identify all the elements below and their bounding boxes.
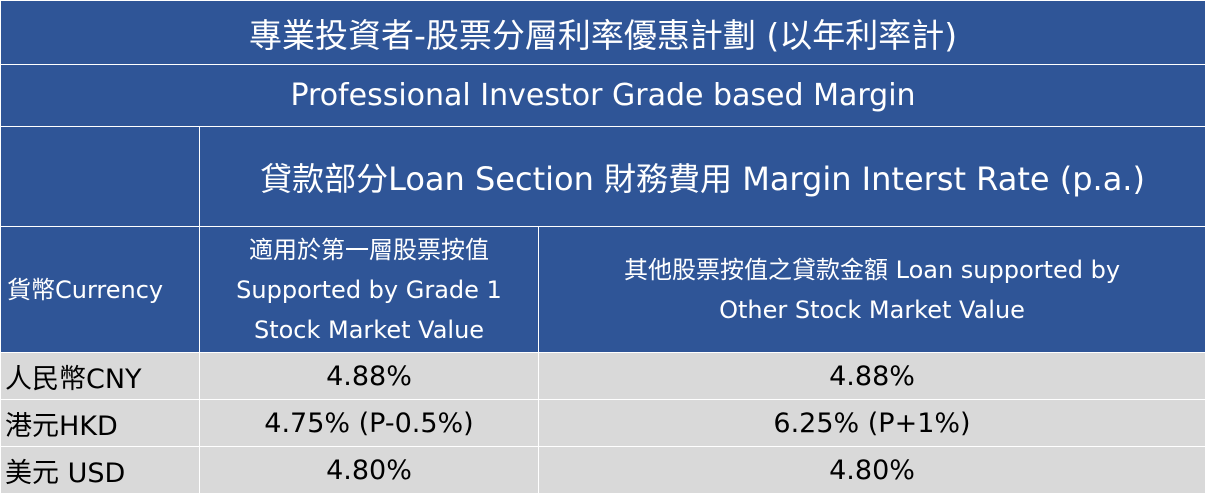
table-subtitle: Professional Investor Grade based Margin (0, 64, 1205, 127)
loan-section-header: 貸款部分Loan Section 財務費用 Margin Interst Rat… (198, 126, 1205, 227)
table-row: 美元 USD 4.80% 4.80% (0, 446, 1205, 494)
column-header-grade1-line2: Supported by Grade 1 (236, 275, 502, 304)
column-header-row: 貨幣Currency 適用於第一層股票按值 Supported by Grade… (0, 226, 1205, 353)
title-row: 專業投資者-股票分層利率優惠計劃 (以年利率計) (0, 0, 1205, 65)
column-header-grade1: 適用於第一層股票按值 Supported by Grade 1 Stock Ma… (199, 226, 539, 353)
loan-section-row: 貸款部分Loan Section 財務費用 Margin Interst Rat… (0, 126, 1205, 227)
grade1-rate-cell: 4.88% (199, 352, 539, 400)
other-rate-cell: 4.88% (537, 352, 1205, 400)
grade1-rate-cell: 4.75% (P-0.5%) (199, 399, 539, 447)
currency-cell: 人民幣CNY (0, 352, 200, 400)
table-row: 人民幣CNY 4.88% 4.88% (0, 352, 1205, 400)
column-header-grade1-line1: 適用於第一層股票按值 (249, 235, 489, 264)
other-rate-cell: 6.25% (P+1%) (537, 399, 1205, 447)
table-title: 專業投資者-股票分層利率優惠計劃 (以年利率計) (0, 0, 1205, 65)
currency-cell: 港元HKD (0, 399, 200, 447)
column-header-currency: 貨幣Currency (0, 226, 200, 353)
column-header-grade1-line3: Stock Market Value (253, 315, 485, 344)
other-rate-cell: 4.80% (537, 446, 1205, 494)
grade1-rate-cell: 4.80% (199, 446, 539, 494)
column-header-other: 其他股票按值之貸款金額 Loan supported by Other Stoc… (537, 226, 1205, 353)
column-header-other-line2: Other Stock Market Value (719, 295, 1025, 324)
subtitle-row: Professional Investor Grade based Margin (0, 64, 1205, 127)
column-header-other-line1: 其他股票按值之貸款金額 Loan supported by (624, 255, 1121, 284)
table-row: 港元HKD 4.75% (P-0.5%) 6.25% (P+1%) (0, 399, 1205, 447)
currency-cell: 美元 USD (0, 446, 200, 494)
empty-header-cell (0, 126, 200, 227)
